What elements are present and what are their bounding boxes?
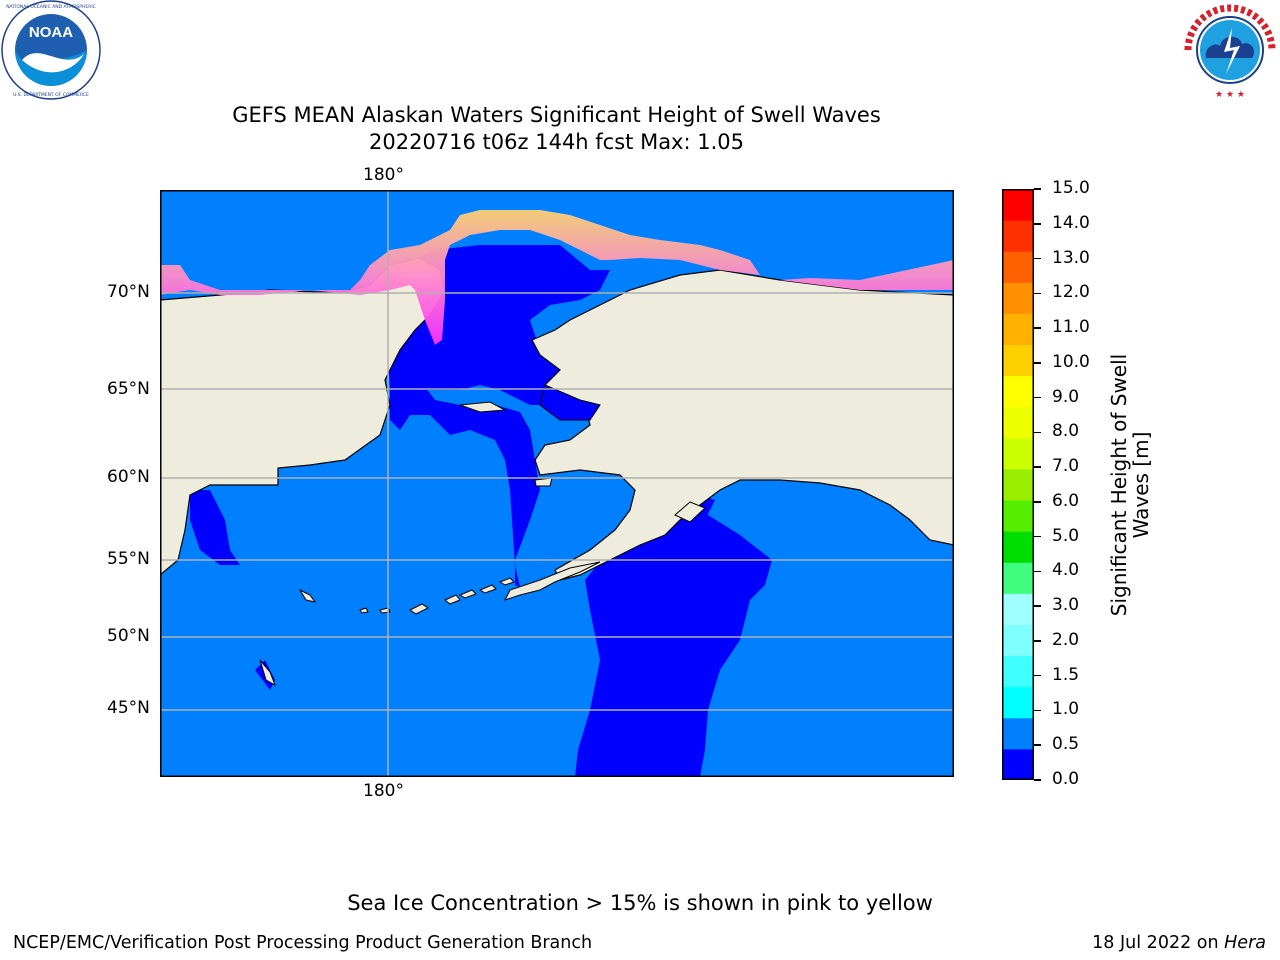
- lat-label-60: 60°N: [107, 467, 150, 487]
- colorbar-tick-mark: [1034, 466, 1041, 468]
- colorbar-segment: [1002, 189, 1034, 221]
- colorbar-segment: [1002, 406, 1034, 439]
- colorbar-label-line2: Waves [m]: [1129, 431, 1153, 539]
- colorbar-tick-mark: [1034, 605, 1041, 607]
- colorbar-tick-label: 13.0: [1052, 247, 1090, 268]
- colorbar-tick-label: 9.0: [1052, 386, 1080, 407]
- colorbar-tick-mark: [1034, 640, 1041, 642]
- land-aleutian-islands: [259, 577, 515, 687]
- lat-label-65: 65°N: [107, 379, 150, 399]
- colorbar-segment: [1002, 531, 1034, 563]
- chart-title: GEFS MEAN Alaskan Waters Significant Hei…: [232, 103, 881, 127]
- colorbar-tick-label: 3.0: [1052, 595, 1080, 616]
- colorbar-segment: [1002, 686, 1034, 719]
- colorbar-segment: [1002, 220, 1034, 252]
- sea-ice-note: Sea Ice Concentration > 15% is shown in …: [347, 891, 933, 915]
- colorbar-segment: [1002, 437, 1034, 470]
- ocean-swell-0-0.5-west: [190, 490, 240, 565]
- colorbar-segment: [1002, 344, 1034, 377]
- map-panel: [160, 190, 954, 777]
- colorbar-tick-mark: [1034, 223, 1041, 225]
- colorbar-tick-label: 10.0: [1052, 351, 1090, 372]
- lon-label-top: 180°: [363, 165, 404, 185]
- machine-name: Hera: [1224, 933, 1266, 953]
- colorbar-segment: [1002, 375, 1034, 408]
- land-alaska-peninsula: [504, 561, 601, 601]
- colorbar-segment: [1002, 468, 1034, 501]
- colorbar-segment: [1002, 655, 1034, 688]
- colorbar-tick-mark: [1034, 188, 1041, 190]
- colorbar-tick-mark: [1034, 257, 1041, 260]
- land-st-lawrence-island: [459, 401, 507, 413]
- lat-label-45: 45°N: [107, 698, 150, 718]
- colorbar-tick-mark: [1034, 292, 1041, 295]
- date-text: 18 Jul 2022 on Hera: [1092, 933, 1266, 953]
- credit-text: NCEP/EMC/Verification Post Processing Pr…: [13, 933, 593, 953]
- colorbar-segment: [1002, 593, 1034, 625]
- colorbar-tick-label: 7.0: [1052, 456, 1080, 477]
- colorbar-tick-mark: [1034, 674, 1041, 677]
- colorbar-tick-label: 4.0: [1052, 560, 1080, 581]
- colorbar-segment: [1002, 717, 1034, 750]
- colorbar-tick-label: 0.5: [1052, 734, 1080, 755]
- colorbar-label: Significant Height of Swell Waves [m]: [1107, 325, 1153, 645]
- colorbar-tick-label: 15.0: [1052, 178, 1090, 198]
- nws-logo: ★ ★ ★: [1180, 0, 1280, 100]
- colorbar-segment: [1002, 500, 1034, 532]
- noaa-logo-text: NOAA: [29, 24, 73, 41]
- lat-label-50: 50°N: [107, 626, 150, 646]
- noaa-logo: NOAA NATIONAL OCEANIC AND ATMOSPHERIC U.…: [0, 0, 104, 100]
- map-gridlines: [160, 190, 954, 777]
- colorbar-tick-mark: [1034, 501, 1041, 503]
- colorbar-tick-mark: [1034, 396, 1041, 399]
- colorbar-segment: [1002, 562, 1034, 594]
- svg-text:★ ★ ★: ★ ★ ★: [1215, 90, 1245, 100]
- colorbar-tick-label: 11.0: [1052, 317, 1090, 338]
- ocean-swell-0-0.5-bering: [390, 370, 540, 587]
- colorbar-segment: [1002, 251, 1034, 283]
- lat-label-70: 70°N: [107, 282, 150, 302]
- colorbar-tick-label: 12.0: [1052, 282, 1090, 303]
- date-label: 18 Jul 2022 on: [1092, 933, 1225, 953]
- colorbar-tick-label: 6.0: [1052, 490, 1080, 511]
- colorbar-tick-mark: [1034, 362, 1041, 364]
- colorbar-tick-label: 8.0: [1052, 421, 1080, 442]
- colorbar-tick-label: 5.0: [1052, 525, 1080, 546]
- colorbar-segment: [1002, 624, 1034, 657]
- colorbar-tick-mark: [1034, 744, 1041, 746]
- svg-text:U.S. DEPARTMENT OF COMMERCE: U.S. DEPARTMENT OF COMMERCE: [13, 92, 89, 98]
- colorbar-tick-label: 1.0: [1052, 699, 1080, 720]
- svg-text:NATIONAL OCEANIC AND ATMOSPHER: NATIONAL OCEANIC AND ATMOSPHERIC: [6, 4, 96, 10]
- colorbar-tick-mark: [1034, 570, 1041, 573]
- colorbar-tick-mark: [1034, 431, 1041, 434]
- colorbar-tick-label: 1.5: [1052, 664, 1080, 685]
- chart-subtitle: 20220716 t06z 144h fcst Max: 1.05: [369, 130, 744, 154]
- colorbar-label-line1: Significant Height of Swell: [1107, 353, 1131, 617]
- colorbar-segment: [1002, 313, 1034, 346]
- colorbar-tick-mark: [1034, 779, 1041, 781]
- colorbar-tick-mark: [1034, 535, 1041, 538]
- colorbar-tick-label: 2.0: [1052, 629, 1080, 650]
- lon-label-bottom: 180°: [363, 781, 404, 801]
- land-kodiak-island: [674, 501, 706, 523]
- colorbar-tick-mark: [1034, 709, 1041, 712]
- colorbar-segment: [1002, 282, 1034, 314]
- colorbar-tick-mark: [1034, 327, 1041, 329]
- colorbar-segment: [1002, 748, 1034, 781]
- colorbar-tick-label: 0.0: [1052, 769, 1080, 789]
- colorbar-tick-label: 14.0: [1052, 212, 1090, 233]
- lat-label-55: 55°N: [107, 549, 150, 569]
- colorbar: [1002, 189, 1034, 781]
- sea-ice-arctic: [160, 210, 954, 345]
